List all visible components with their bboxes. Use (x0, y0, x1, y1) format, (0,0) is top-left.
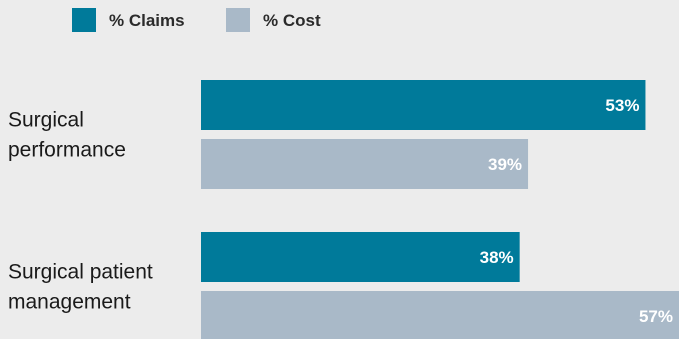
category-label: performance (8, 139, 126, 162)
legend: % Claims % Cost (72, 8, 321, 32)
bar-value-label: 39% (488, 155, 522, 174)
legend-label-claims: % Claims (109, 11, 185, 30)
bar-claims (201, 80, 646, 130)
category-label: management (8, 291, 131, 314)
bar-claims (201, 232, 520, 282)
bar-cost (201, 291, 679, 339)
category-label: Surgical (8, 109, 84, 132)
category-label: Surgical patient (8, 261, 153, 284)
bar-value-label: 53% (605, 96, 639, 115)
legend-swatch-cost (226, 8, 250, 32)
bar-value-label: 38% (480, 248, 514, 267)
legend-swatch-claims (72, 8, 96, 32)
bars: 53% 39% 38% 57% (201, 80, 679, 339)
bar-cost (201, 139, 529, 189)
bar-value-label: 57% (639, 307, 673, 326)
legend-label-cost: % Cost (263, 11, 321, 30)
category-labels: Surgical performance Surgical patient manag… (8, 109, 153, 314)
